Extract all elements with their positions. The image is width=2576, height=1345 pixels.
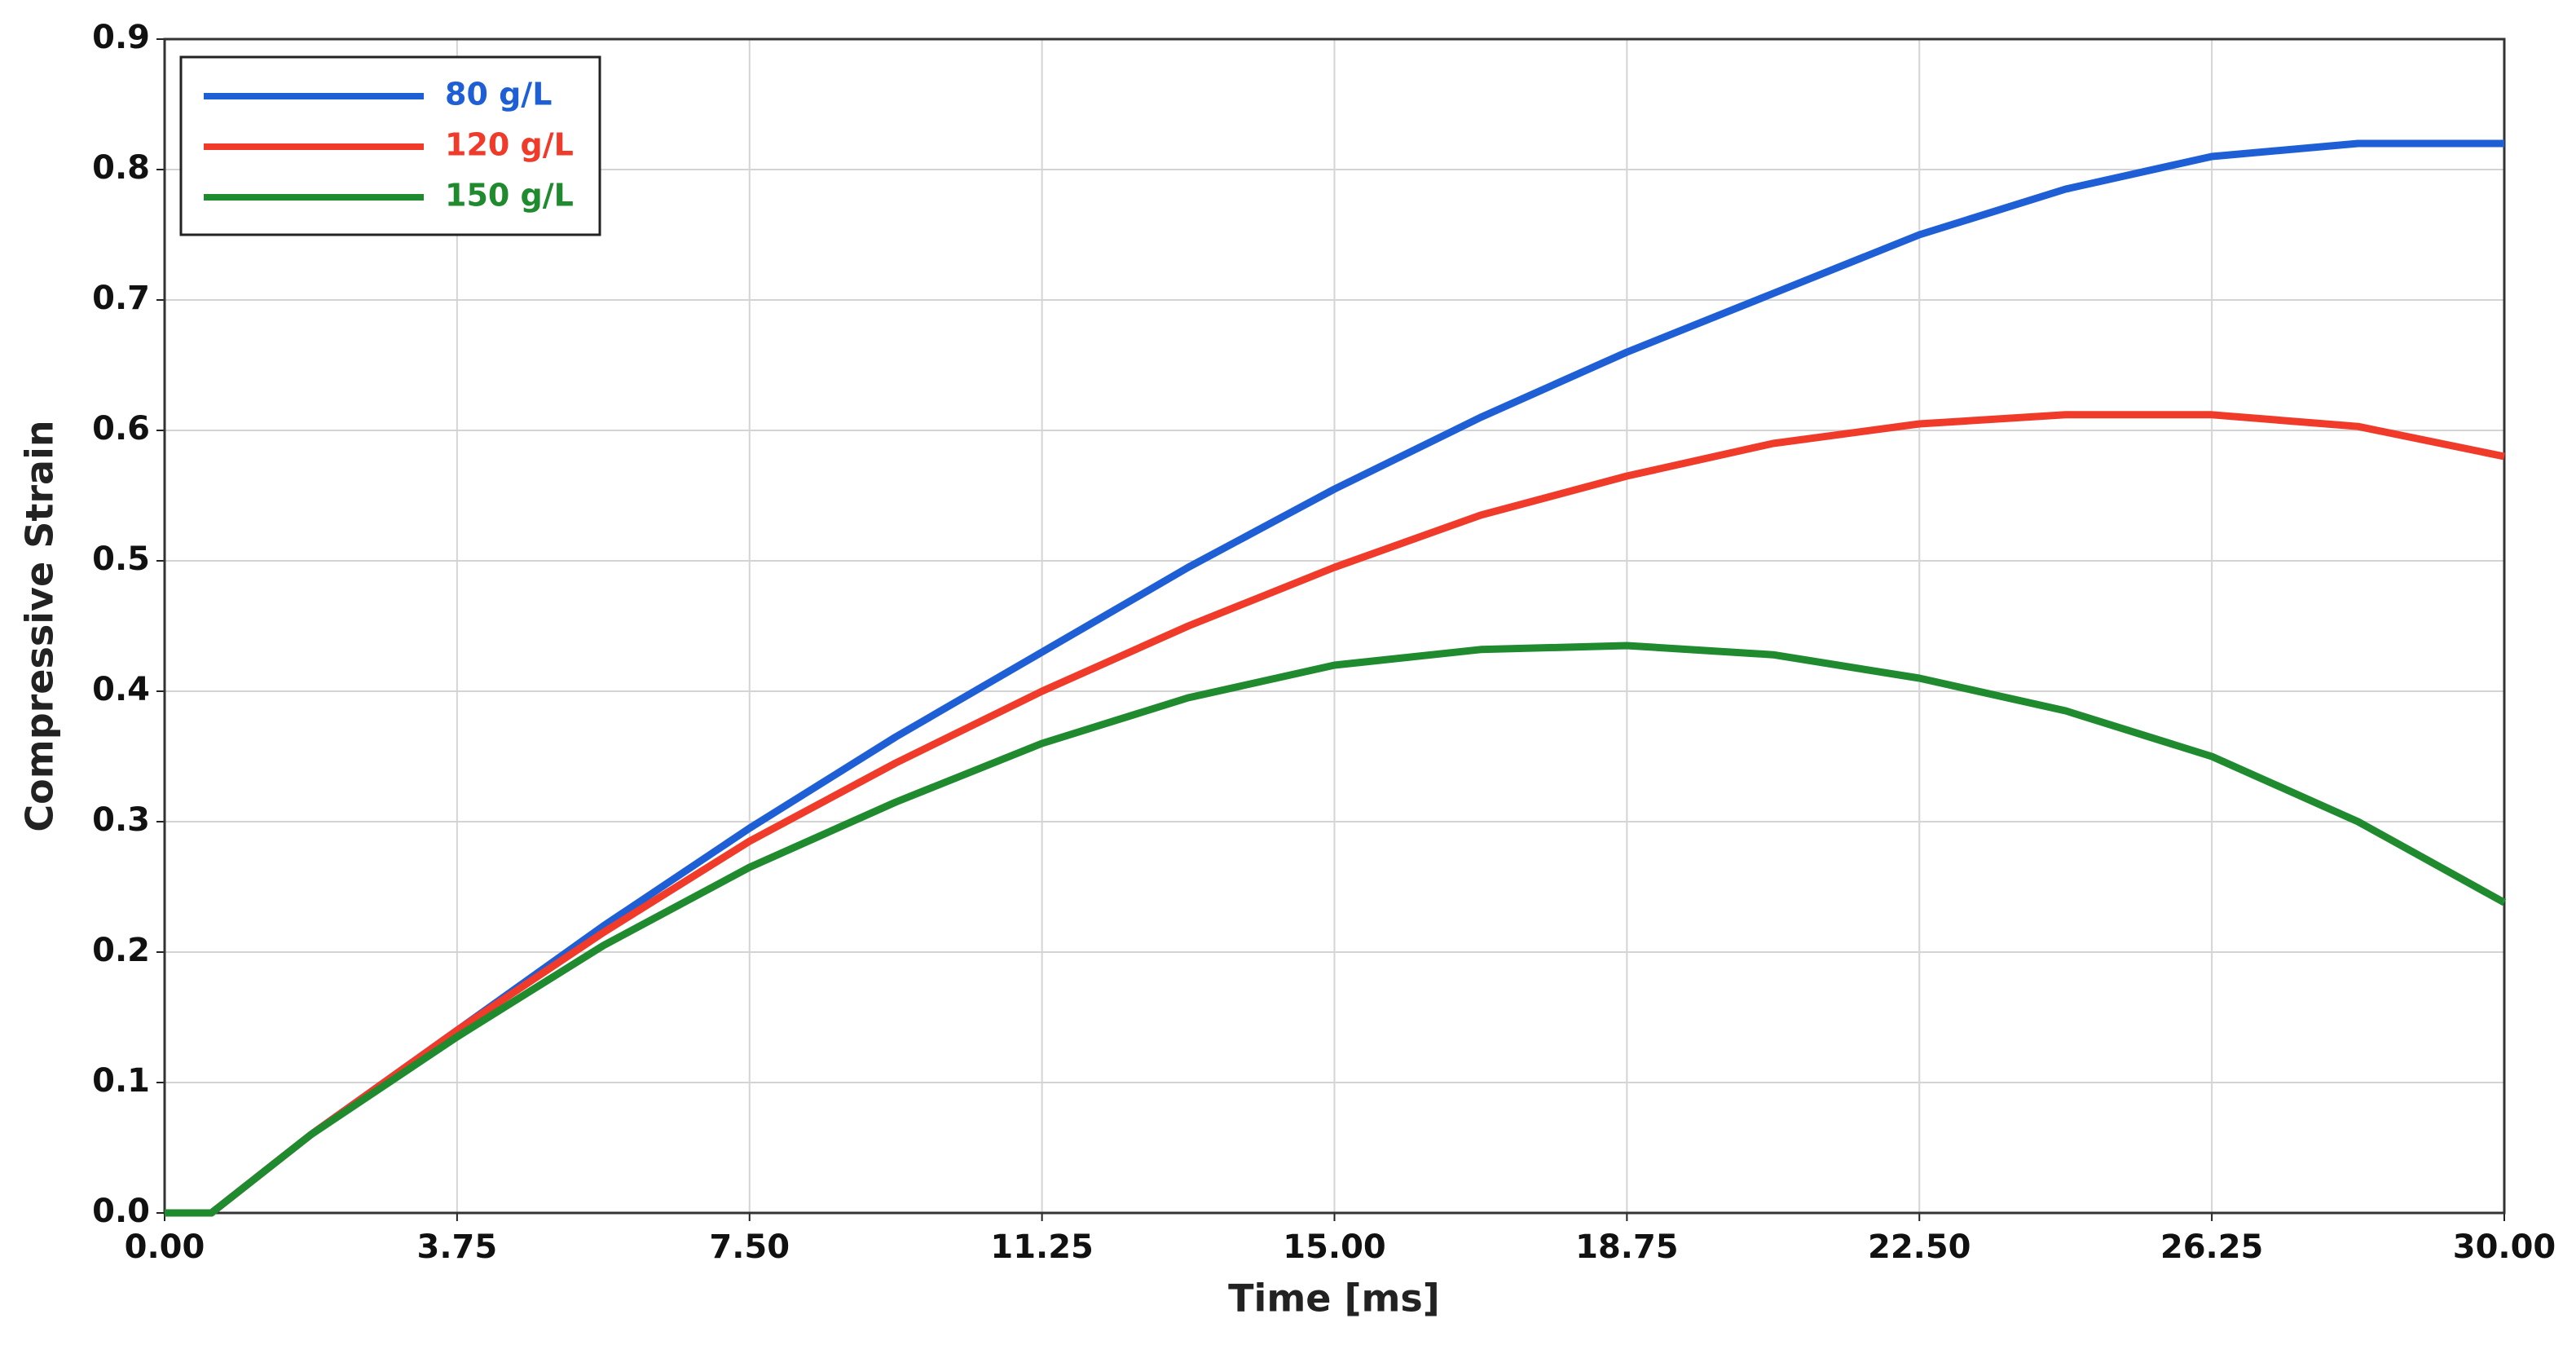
x-tick-label: 7.50 [709, 1228, 790, 1266]
y-tick-label: 0.0 [92, 1193, 150, 1230]
legend-label: 120 g/L [445, 127, 574, 163]
x-tick-label: 3.75 [417, 1228, 498, 1266]
x-tick-label: 11.25 [990, 1228, 1094, 1266]
series-line [165, 642, 2507, 1217]
y-tick-label: 0.5 [92, 540, 150, 578]
y-tick-label: 0.7 [92, 280, 150, 317]
plot-frame [163, 37, 2506, 1215]
x-axis-title: Time [ms] [1228, 1277, 1440, 1321]
x-tick-label: 0.00 [125, 1228, 205, 1266]
y-tick-label: 0.1 [92, 1062, 150, 1100]
x-tick-label: 30.00 [2453, 1228, 2556, 1266]
y-axis-title: Compressive Strain [18, 420, 62, 831]
legend-label: 80 g/L [445, 77, 552, 112]
x-tick-label: 15.00 [1283, 1228, 1386, 1266]
y-tick-label: 0.6 [92, 410, 150, 448]
y-tick-label: 0.3 [92, 801, 150, 839]
y-tick-label: 0.8 [92, 149, 150, 187]
x-tick-label: 22.50 [1868, 1228, 1971, 1266]
series-line [165, 411, 2505, 1217]
y-tick-label: 0.9 [92, 19, 150, 56]
x-tick-label: 18.75 [1575, 1228, 1679, 1266]
x-tick-label: 26.25 [2160, 1228, 2264, 1266]
y-tick-label: 0.4 [92, 671, 150, 708]
y-tick-label: 0.2 [92, 932, 150, 969]
legend-label: 150 g/L [445, 178, 574, 214]
